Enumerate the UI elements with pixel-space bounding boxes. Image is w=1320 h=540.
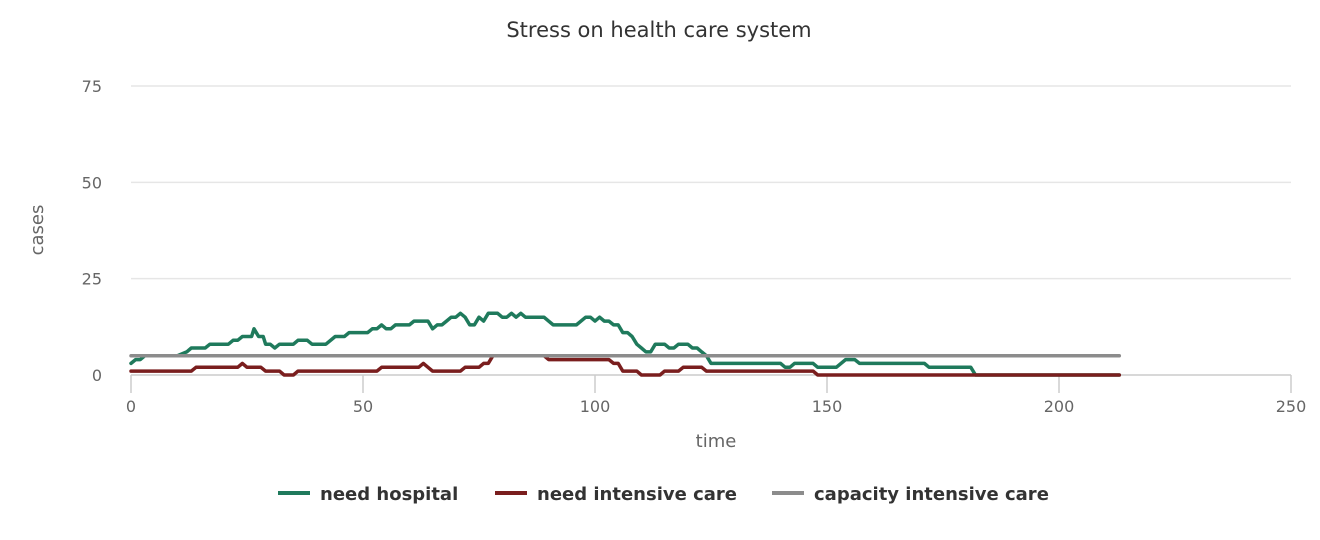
y-axis-ticks: 0 25 50 75 [82,77,102,385]
legend-label: need intensive care [537,484,737,505]
x-axis-ticks: 0 50 100 150 200 250 [126,375,1306,416]
series-line-0 [129,311,1122,377]
x-tick-label: 250 [1276,397,1307,416]
series-line-1 [129,353,1122,377]
y-tick-label: 25 [82,270,102,289]
y-axis-title: cases [27,205,48,256]
gridlines [131,85,1291,280]
x-tick-label: 50 [353,397,373,416]
x-tick-label: 0 [126,397,136,416]
x-axis-title: time [696,431,737,452]
chart-title: Stress on health care system [506,18,811,42]
y-tick-label: 50 [82,173,102,192]
legend-label: need hospital [320,484,458,505]
legend-item-1[interactable]: need intensive care [495,484,737,505]
x-tick-label: 150 [812,397,843,416]
y-tick-label: 75 [82,77,102,96]
y-tick-label: 0 [92,366,102,385]
legend: need hospital need intensive care capacity… [278,484,1049,505]
legend-item-2[interactable]: capacity intensive care [772,484,1049,505]
x-tick-label: 100 [580,397,611,416]
x-tick-label: 200 [1044,397,1075,416]
series-lines [129,311,1122,377]
legend-item-0[interactable]: need hospital [278,484,458,505]
legend-label: capacity intensive care [814,484,1049,505]
